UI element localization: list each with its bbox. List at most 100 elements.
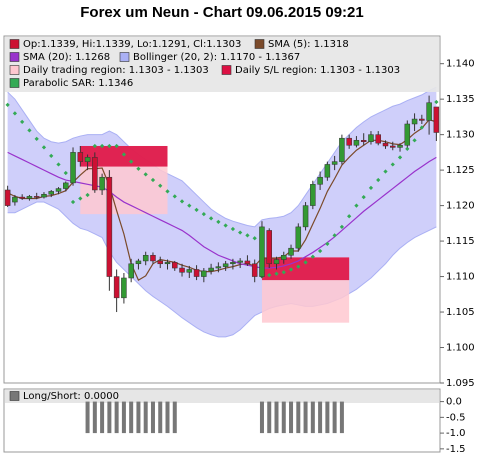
sar-dot [230, 226, 236, 232]
sar-dot [368, 185, 374, 190]
candle-body [215, 266, 222, 269]
candle-body [113, 276, 120, 299]
legend-label: SMA (5): 1.1318 [268, 39, 349, 50]
candle-body [84, 157, 91, 162]
bar [267, 401, 272, 434]
sar-dot [412, 138, 417, 143]
sar-dot [194, 207, 199, 212]
candle-body [259, 226, 265, 277]
legend-label: Bollinger (20, 2): 1.1170 - 1.1367 [133, 52, 300, 63]
candle-body [375, 134, 381, 144]
y-tick-label: -1.5 [446, 444, 466, 455]
legend-swatch [9, 78, 20, 88]
sar-dot [405, 146, 410, 151]
sar-dot [150, 177, 156, 183]
indicator-line [7, 119, 437, 281]
candle-body [208, 267, 214, 272]
y-tick-label: 1.140 [446, 59, 475, 70]
sar-dot [238, 230, 243, 235]
candle-body [121, 277, 127, 299]
candle-body [142, 255, 149, 262]
bar [114, 401, 119, 434]
sar-dot [310, 254, 315, 259]
bar [339, 401, 344, 434]
sar-dot [49, 153, 54, 159]
sar-dot [339, 224, 345, 230]
y-tick-label: 0.0 [446, 397, 462, 408]
legend-swatch [9, 52, 20, 62]
legend-label: Op:1.1339, Hi:1.1339, Lo:1.1291, Cl:1.13… [23, 39, 241, 50]
bar [121, 401, 126, 434]
candle-body [99, 176, 105, 191]
bar [318, 401, 323, 434]
y-tick-label: 1.110 [446, 272, 475, 283]
candle-body [230, 262, 236, 265]
bar [325, 401, 330, 434]
bar [129, 401, 134, 434]
candle-body [55, 188, 62, 192]
candle-body [339, 137, 345, 162]
bar [310, 401, 315, 434]
y-tick-label: 1.115 [446, 236, 475, 247]
candle-body [433, 106, 440, 133]
bar [303, 401, 308, 434]
candle-body [281, 255, 287, 260]
candle-body [186, 269, 193, 273]
bar [289, 401, 294, 434]
sar-dot [136, 166, 141, 171]
bar [150, 401, 155, 434]
sar-dot [172, 194, 177, 199]
candle-body [419, 118, 425, 121]
sar-dot [288, 267, 294, 272]
sar-dot [390, 162, 395, 167]
candle-body [426, 102, 432, 121]
y-tick-label: 1.105 [446, 307, 475, 318]
sar-dot [129, 159, 134, 164]
sar-dot [41, 145, 47, 150]
candle-body [33, 196, 40, 198]
candle-body [19, 196, 25, 199]
sar-dot [303, 260, 308, 265]
sar-dot [383, 169, 388, 174]
legend-swatch [9, 39, 20, 49]
candle-body [106, 176, 113, 277]
bar [332, 401, 337, 434]
candle-body [266, 230, 272, 265]
sar-dot [143, 172, 148, 177]
candle-body [26, 196, 33, 199]
sar-dot [201, 211, 206, 217]
sar-dot [347, 214, 352, 219]
sar-dot [70, 199, 76, 205]
sar-dot [361, 194, 366, 200]
legend-label: SMA (20): 1.1268 [23, 52, 110, 63]
candle-body [70, 152, 76, 184]
y-tick-label: 1.135 [446, 94, 475, 105]
bar [136, 401, 141, 434]
y-tick-label: 1.120 [446, 201, 475, 212]
candle-body [331, 161, 338, 165]
candle-body [4, 189, 11, 206]
candle-body [237, 260, 243, 263]
candle-body [92, 157, 98, 191]
bar [100, 401, 105, 434]
sar-dot [325, 241, 330, 247]
legend-swatch [221, 65, 232, 75]
sar-dot [20, 119, 25, 124]
sar-dot [27, 128, 32, 133]
candle-body [157, 260, 163, 265]
bar [274, 401, 279, 434]
legend-box [5, 390, 439, 403]
candle-body [382, 142, 389, 147]
candle-body [193, 269, 200, 277]
sar-dot [296, 264, 301, 269]
y-tick-label: 1.095 [446, 378, 475, 389]
candle-body [128, 263, 134, 279]
sar-dot [208, 216, 214, 221]
candle-body [150, 255, 156, 262]
sar-dot [34, 136, 39, 142]
candle-body [179, 267, 185, 273]
sar-dot [354, 203, 359, 208]
bar [259, 401, 264, 434]
